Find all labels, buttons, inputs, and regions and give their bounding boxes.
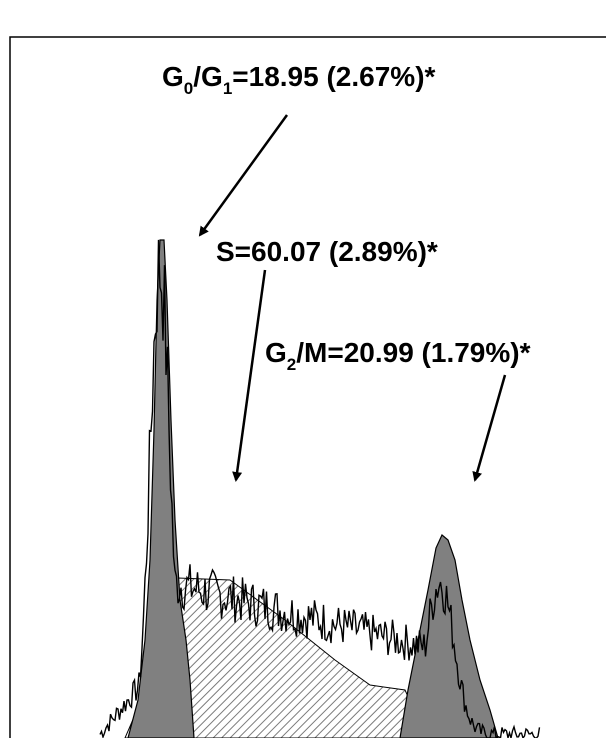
g0g1-arrow bbox=[198, 114, 289, 237]
g0g1-peak bbox=[127, 239, 195, 738]
plot-frame bbox=[9, 36, 606, 738]
g2m-peak bbox=[399, 534, 499, 738]
g2m-arrow bbox=[472, 374, 507, 482]
g0g1-label: G0/G1=18.95 (2.67%)* bbox=[162, 61, 436, 98]
raw-histogram-line bbox=[99, 239, 541, 738]
s-label: S=60.07 (2.89%)* bbox=[216, 236, 438, 267]
g2m-label: G2/M=20.99 (1.79%)* bbox=[265, 337, 531, 374]
s-arrow bbox=[232, 269, 267, 482]
